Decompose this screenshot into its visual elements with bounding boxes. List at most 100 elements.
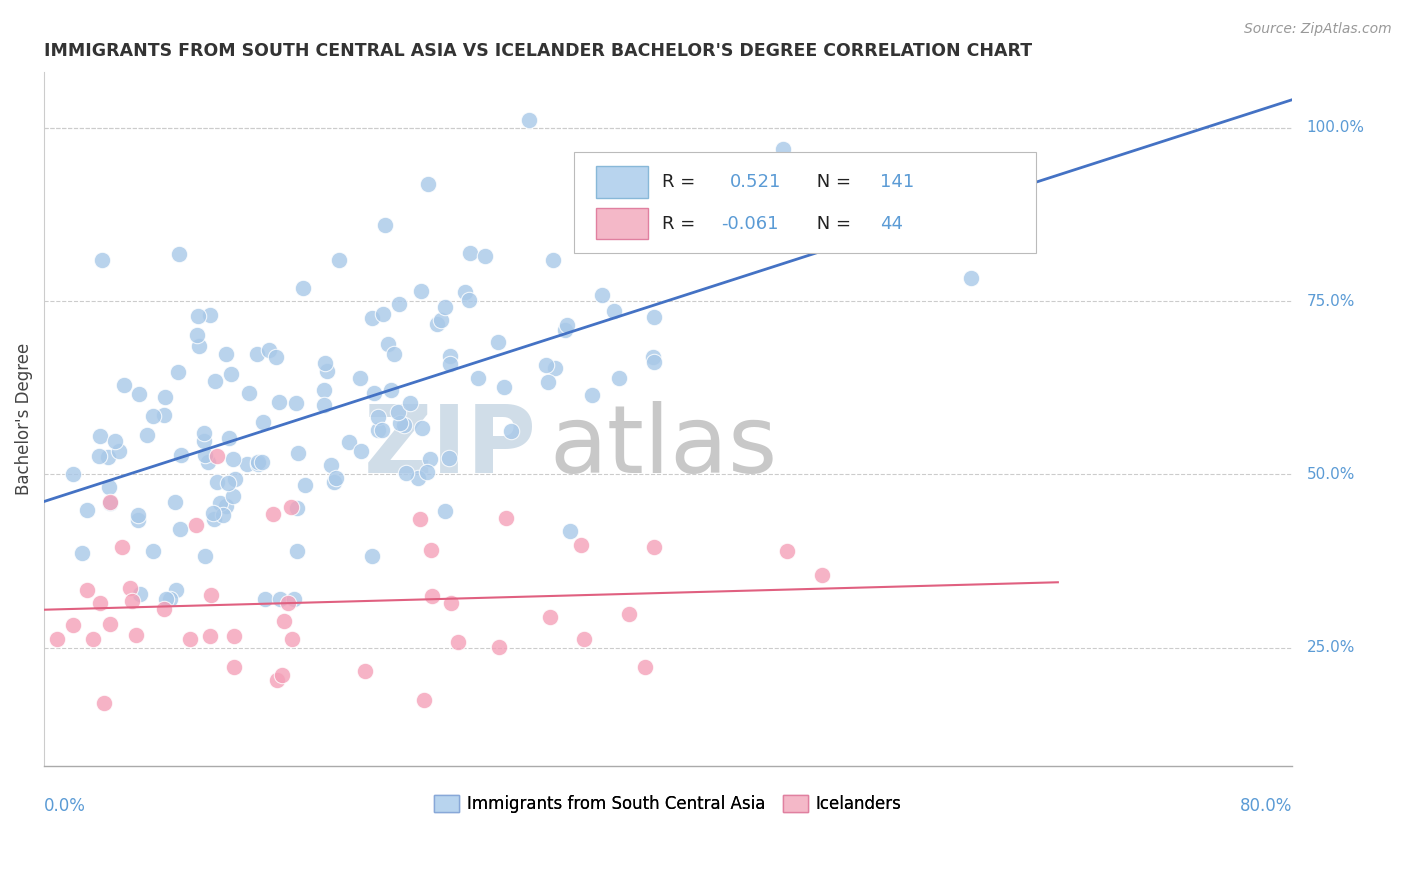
- Point: [572, 220, 595, 235]
- Point: [360, 310, 382, 325]
- Point: [247, 457, 270, 471]
- Point: [198, 629, 221, 643]
- Point: [142, 544, 165, 558]
- Point: [204, 374, 226, 388]
- Point: [314, 356, 336, 370]
- Point: [218, 476, 240, 491]
- Point: [377, 337, 399, 351]
- Point: [250, 455, 273, 469]
- Text: IMMIGRANTS FROM SOUTH CENTRAL ASIA VS ICELANDER BACHELOR'S DEGREE CORRELATION CH: IMMIGRANTS FROM SOUTH CENTRAL ASIA VS IC…: [44, 42, 1032, 60]
- Point: [205, 450, 228, 464]
- Point: [328, 253, 350, 268]
- Point: [399, 396, 422, 410]
- Point: [245, 347, 267, 361]
- Point: [643, 355, 665, 369]
- Point: [218, 431, 240, 445]
- Point: [554, 323, 576, 337]
- Point: [167, 247, 190, 261]
- Point: [96, 450, 118, 465]
- Point: [776, 234, 799, 248]
- Point: [411, 421, 433, 435]
- Point: [474, 249, 496, 263]
- Text: 0.521: 0.521: [730, 173, 782, 191]
- Point: [555, 318, 578, 333]
- Text: atlas: atlas: [550, 401, 778, 492]
- Point: [439, 349, 461, 363]
- Point: [208, 496, 231, 510]
- Point: [560, 524, 582, 538]
- Point: [283, 592, 305, 607]
- Point: [200, 588, 222, 602]
- Point: [277, 596, 299, 610]
- Point: [128, 587, 150, 601]
- Point: [153, 390, 176, 404]
- Point: [76, 583, 98, 598]
- Point: [380, 384, 402, 398]
- Point: [499, 424, 522, 438]
- Point: [169, 522, 191, 536]
- Point: [430, 313, 453, 327]
- Point: [439, 357, 461, 371]
- Point: [538, 609, 561, 624]
- Point: [194, 549, 217, 564]
- Point: [247, 455, 270, 469]
- Point: [367, 423, 389, 437]
- Point: [467, 371, 489, 385]
- Point: [205, 475, 228, 490]
- Point: [960, 270, 983, 285]
- Text: N =: N =: [811, 173, 858, 191]
- Point: [374, 218, 396, 232]
- Point: [62, 618, 84, 632]
- Point: [267, 395, 290, 409]
- Point: [322, 475, 344, 489]
- Point: [447, 634, 470, 648]
- Point: [569, 538, 592, 552]
- Point: [87, 450, 110, 464]
- Point: [167, 365, 190, 379]
- Point: [406, 471, 429, 485]
- Point: [155, 592, 177, 607]
- Text: R =: R =: [662, 215, 700, 233]
- Point: [370, 423, 392, 437]
- Point: [772, 142, 794, 156]
- Point: [98, 617, 121, 632]
- Point: [221, 489, 243, 503]
- Point: [127, 508, 149, 522]
- Point: [90, 252, 112, 267]
- Point: [388, 297, 411, 311]
- Point: [108, 443, 131, 458]
- Point: [349, 371, 371, 385]
- Point: [367, 409, 389, 424]
- Point: [291, 280, 314, 294]
- Point: [643, 310, 665, 324]
- Point: [193, 426, 215, 441]
- Point: [285, 500, 308, 515]
- Point: [486, 334, 509, 349]
- Y-axis label: Bachelor's Degree: Bachelor's Degree: [15, 343, 32, 495]
- Text: -0.061: -0.061: [721, 215, 779, 233]
- Point: [416, 465, 439, 479]
- Point: [215, 347, 238, 361]
- Text: 44: 44: [880, 215, 903, 233]
- Point: [269, 592, 291, 607]
- Point: [98, 480, 121, 494]
- Point: [238, 385, 260, 400]
- Point: [536, 375, 558, 389]
- Point: [458, 293, 481, 308]
- Point: [312, 398, 335, 412]
- Point: [321, 458, 343, 473]
- Point: [45, 632, 67, 646]
- Point: [82, 632, 104, 646]
- FancyBboxPatch shape: [596, 208, 648, 239]
- Point: [433, 300, 456, 314]
- Text: N =: N =: [811, 215, 858, 233]
- Point: [433, 504, 456, 518]
- Point: [641, 351, 664, 365]
- Point: [395, 466, 418, 480]
- Point: [281, 632, 304, 647]
- Point: [165, 582, 187, 597]
- Text: 80.0%: 80.0%: [1240, 797, 1292, 815]
- Point: [492, 380, 515, 394]
- Point: [517, 112, 540, 127]
- Text: 50.0%: 50.0%: [1306, 467, 1355, 482]
